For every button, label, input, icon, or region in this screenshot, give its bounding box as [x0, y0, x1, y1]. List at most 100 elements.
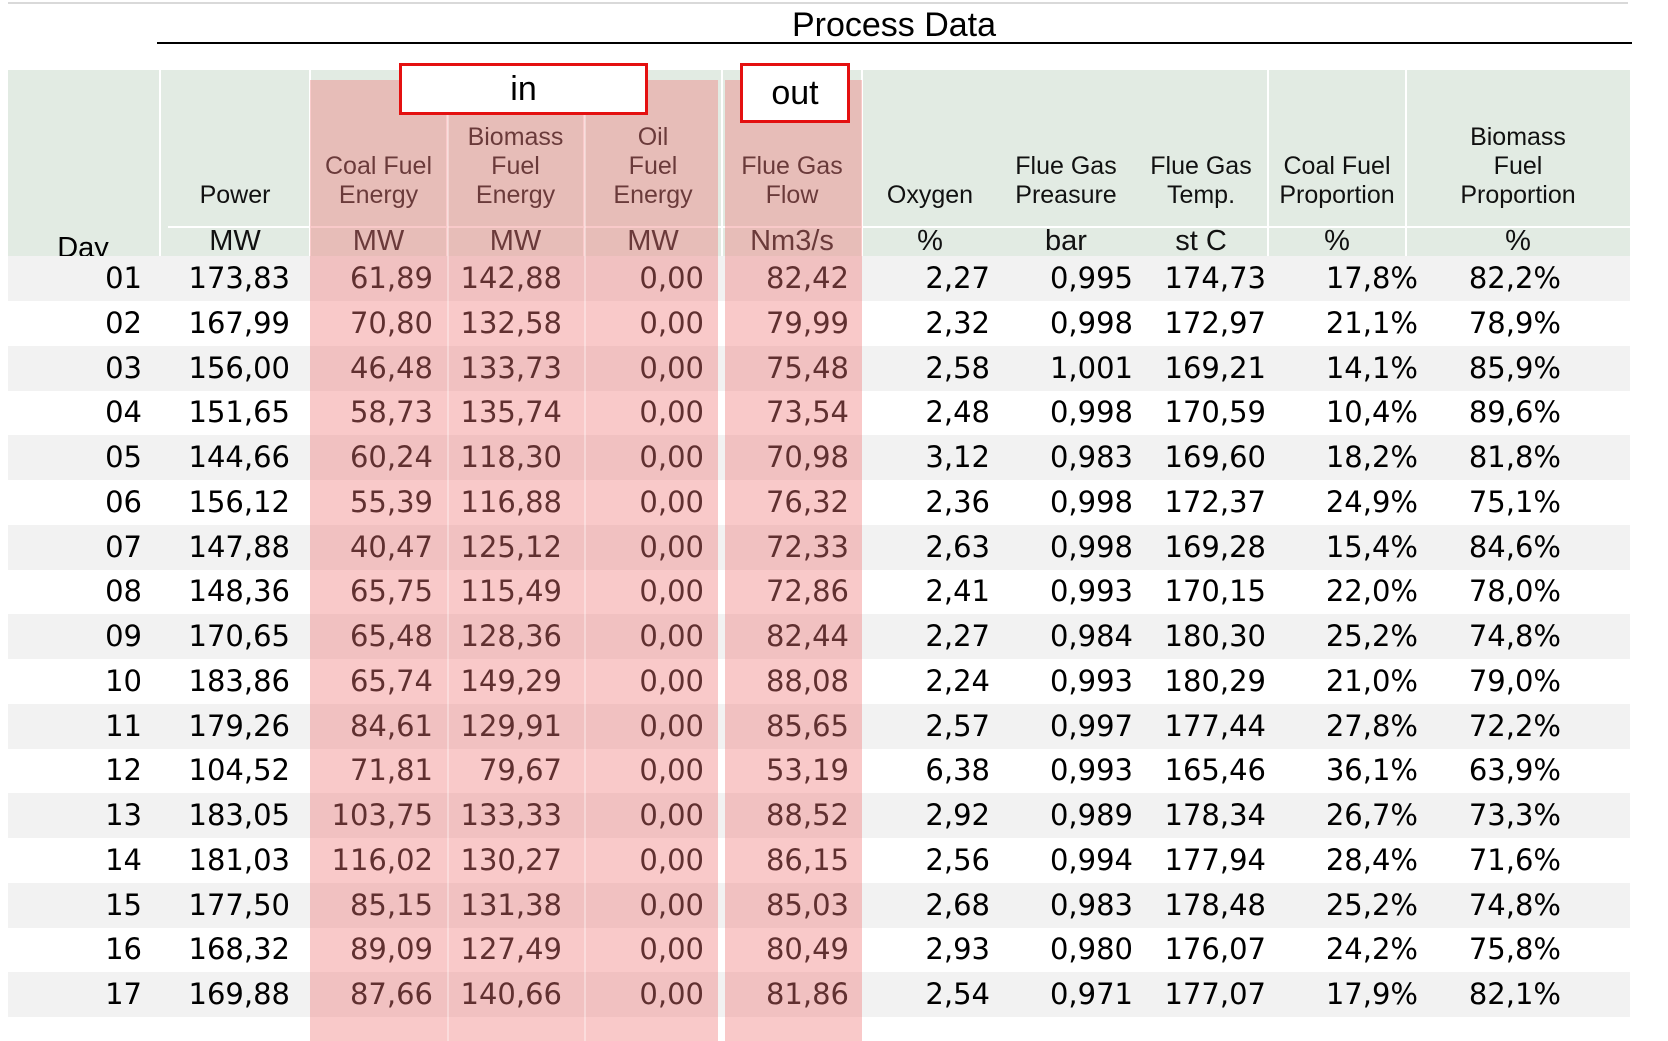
- cell-flue_gas_temp: 165,46: [1164, 753, 1266, 787]
- cell-flue_gas_pressure: 0,980: [1049, 932, 1133, 966]
- column-unit-flue_gas_flow: Nm3/s: [750, 225, 834, 257]
- cell-flue_gas_flow: 70,98: [765, 440, 849, 474]
- cell-coal_energy: 89,09: [349, 932, 433, 966]
- cell-flue_gas_pressure: 0,971: [1049, 977, 1133, 1011]
- day-cell: 05: [105, 440, 142, 474]
- day-cell: 07: [105, 530, 142, 564]
- cell-oxygen: 2,68: [925, 888, 990, 922]
- cell-power: 168,32: [188, 932, 290, 966]
- cell-flue_gas_pressure: 0,984: [1049, 619, 1133, 653]
- cell-biomass_energy: 127,49: [460, 932, 562, 966]
- cell-oil_energy: 0,00: [639, 530, 704, 564]
- cell-oxygen: 2,57: [925, 709, 990, 743]
- cell-flue_gas_flow: 82,42: [765, 261, 849, 295]
- cell-oxygen: 2,54: [925, 977, 990, 1011]
- cell-biomass_energy: 118,30: [460, 440, 562, 474]
- cell-biomass_proportion: 75,8%: [1468, 932, 1561, 966]
- cell-biomass_energy: 133,33: [460, 798, 562, 832]
- column-unit-oil_energy: MW: [627, 225, 679, 257]
- cell-flue_gas_pressure: 0,995: [1049, 261, 1133, 295]
- cell-flue_gas_flow: 85,03: [765, 888, 849, 922]
- cell-flue_gas_flow: 86,15: [765, 843, 849, 877]
- cell-biomass_energy: 115,49: [460, 574, 562, 608]
- table-row: 08 148,36 65,75 115,49 0,00 72,86 2,41 0,993 170…: [8, 569, 1630, 614]
- cell-oxygen: 2,92: [925, 798, 990, 832]
- table-row: 05 144,66 60,24 118,30 0,00 70,98 3,12 0,983 169…: [8, 435, 1630, 480]
- cell-oxygen: 2,63: [925, 530, 990, 564]
- column-unit-coal_proportion: %: [1324, 225, 1350, 257]
- cell-coal_proportion: 17,9%: [1325, 977, 1418, 1011]
- column-unit-flue_gas_temp: st C: [1175, 225, 1227, 257]
- table-row: 02 167,99 70,80 132,58 0,00 79,99 2,32 0,998 172…: [8, 301, 1630, 346]
- cell-oxygen: 2,24: [925, 664, 990, 698]
- column-header-flue_gas_flow: Flue Gas Flow: [741, 152, 843, 209]
- cell-biomass_energy: 128,36: [460, 619, 562, 653]
- column-header-power: Power: [199, 181, 271, 209]
- cell-oil_energy: 0,00: [639, 753, 704, 787]
- cell-oxygen: 2,58: [925, 351, 990, 385]
- column-unit-biomass_energy: MW: [489, 225, 542, 257]
- cell-biomass_proportion: 78,9%: [1468, 306, 1561, 340]
- cell-coal_proportion: 21,0%: [1325, 664, 1418, 698]
- column-unit-oxygen: %: [917, 225, 943, 257]
- day-cell: 16: [105, 932, 142, 966]
- cell-flue_gas_flow: 72,86: [765, 574, 849, 608]
- cell-flue_gas_temp: 169,60: [1164, 440, 1266, 474]
- day-cell: 11: [105, 709, 142, 743]
- cell-coal_energy: 65,48: [349, 619, 433, 653]
- cell-oil_energy: 0,00: [639, 619, 704, 653]
- cell-coal_proportion: 27,8%: [1325, 709, 1418, 743]
- cell-power: 179,26: [188, 709, 290, 743]
- cell-flue_gas_pressure: 1,001: [1049, 351, 1133, 385]
- cell-biomass_energy: 135,74: [460, 395, 562, 429]
- day-cell: 01: [105, 261, 142, 295]
- out-tag: out: [740, 63, 850, 123]
- cell-oil_energy: 0,00: [639, 261, 704, 295]
- column-header-biomass_energy: Biomass Fuel Energy: [467, 123, 564, 209]
- cell-biomass_proportion: 82,2%: [1468, 261, 1561, 295]
- cell-flue_gas_temp: 174,73: [1164, 261, 1266, 295]
- cell-flue_gas_flow: 75,48: [765, 351, 849, 385]
- cell-biomass_energy: 131,38: [460, 888, 562, 922]
- day-cell: 06: [105, 485, 142, 519]
- cell-biomass_energy: 130,27: [460, 843, 562, 877]
- cell-coal_proportion: 28,4%: [1325, 843, 1418, 877]
- cell-oil_energy: 0,00: [639, 888, 704, 922]
- day-cell: 10: [105, 664, 142, 698]
- cell-biomass_proportion: 81,8%: [1468, 440, 1561, 474]
- cell-coal_proportion: 22,0%: [1325, 574, 1418, 608]
- cell-oil_energy: 0,00: [639, 932, 704, 966]
- header-column-separator: [159, 70, 161, 264]
- cell-biomass_proportion: 72,2%: [1468, 709, 1561, 743]
- cell-power: 183,86: [188, 664, 290, 698]
- header-column-separator: [1267, 70, 1269, 264]
- cell-power: 156,00: [188, 351, 290, 385]
- cell-biomass_proportion: 89,6%: [1468, 395, 1561, 429]
- cell-flue_gas_flow: 53,19: [765, 753, 849, 787]
- cell-flue_gas_flow: 88,52: [765, 798, 849, 832]
- table-row: 04 151,65 58,73 135,74 0,00 73,54 2,48 0,998 170…: [8, 390, 1630, 435]
- cell-coal_energy: 46,48: [349, 351, 433, 385]
- cell-coal_energy: 103,75: [331, 798, 433, 832]
- header-column-separator: [861, 70, 863, 264]
- column-unit-coal_energy: MW: [352, 225, 405, 257]
- cell-coal_energy: 61,89: [349, 261, 433, 295]
- cell-biomass_proportion: 63,9%: [1468, 753, 1561, 787]
- column-header-oxygen: Oxygen: [886, 181, 974, 209]
- cell-coal_energy: 116,02: [331, 843, 433, 877]
- cell-oxygen: 3,12: [925, 440, 990, 474]
- cell-biomass_proportion: 74,8%: [1468, 619, 1561, 653]
- cell-coal_energy: 71,81: [349, 753, 433, 787]
- cell-flue_gas_pressure: 0,993: [1049, 574, 1133, 608]
- table-row: 14 181,03 116,02 130,27 0,00 86,15 2,56 0,994 17…: [8, 838, 1630, 883]
- cell-coal_energy: 70,80: [349, 306, 433, 340]
- cell-flue_gas_pressure: 0,998: [1049, 395, 1133, 429]
- cell-oil_energy: 0,00: [639, 798, 704, 832]
- cell-coal_energy: 85,15: [349, 888, 433, 922]
- cell-oil_energy: 0,00: [639, 977, 704, 1011]
- highlight-divider: [584, 115, 586, 1041]
- cell-power: 144,66: [188, 440, 290, 474]
- day-cell: 04: [105, 395, 142, 429]
- cell-oxygen: 2,32: [925, 306, 990, 340]
- cell-flue_gas_flow: 85,65: [765, 709, 849, 743]
